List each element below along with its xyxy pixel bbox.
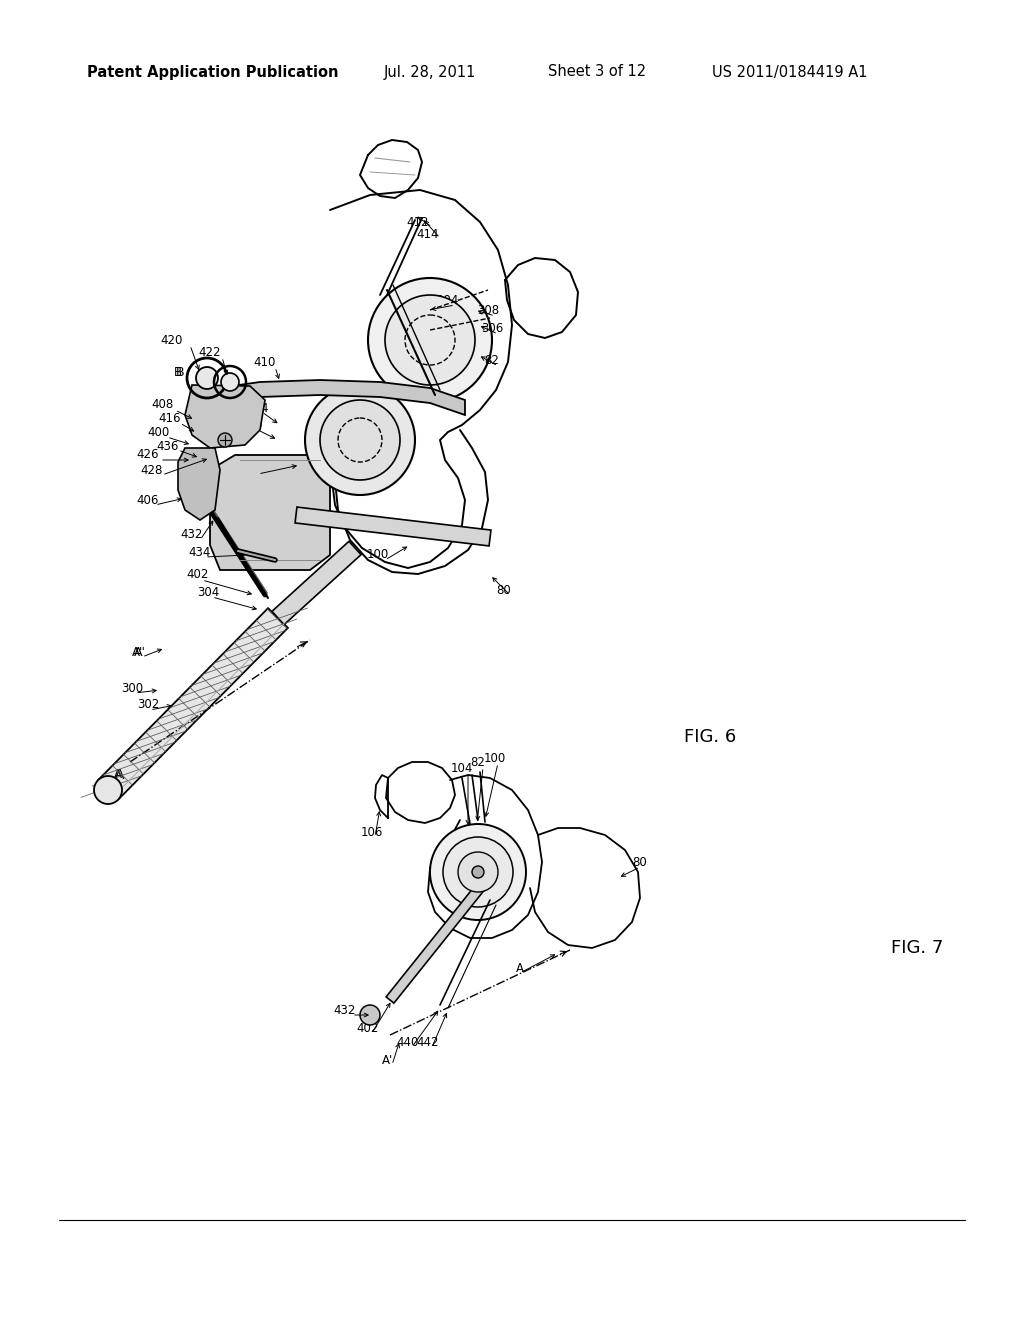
Circle shape — [319, 400, 400, 480]
Text: 408: 408 — [151, 399, 173, 412]
Polygon shape — [178, 447, 220, 520]
Text: 432: 432 — [181, 528, 203, 541]
Text: 300: 300 — [121, 681, 143, 694]
Text: A': A' — [132, 645, 143, 659]
Text: 424: 424 — [247, 401, 269, 414]
Text: 428: 428 — [141, 463, 163, 477]
Text: Patent Application Publication: Patent Application Publication — [87, 65, 339, 79]
Circle shape — [430, 824, 526, 920]
Text: A: A — [116, 768, 125, 781]
Text: 426: 426 — [137, 449, 160, 462]
Circle shape — [472, 866, 484, 878]
Text: B: B — [176, 366, 184, 379]
Text: 402: 402 — [356, 1022, 379, 1035]
Text: US 2011/0184419 A1: US 2011/0184419 A1 — [712, 65, 867, 79]
Text: 410: 410 — [254, 355, 276, 368]
Polygon shape — [295, 507, 490, 546]
Text: 100: 100 — [484, 751, 506, 764]
Text: 306: 306 — [481, 322, 503, 334]
Text: 442: 442 — [417, 1035, 439, 1048]
Polygon shape — [272, 541, 361, 624]
Polygon shape — [185, 385, 265, 447]
Text: 432: 432 — [334, 1003, 356, 1016]
Text: 402: 402 — [186, 569, 209, 582]
Text: A: A — [114, 768, 122, 781]
Text: 104: 104 — [451, 762, 473, 775]
Text: 416: 416 — [159, 412, 181, 425]
Text: 436: 436 — [157, 440, 179, 453]
Text: 302: 302 — [137, 698, 159, 711]
Text: Jul. 28, 2011: Jul. 28, 2011 — [384, 65, 476, 79]
Circle shape — [218, 433, 232, 447]
Circle shape — [385, 294, 475, 385]
Circle shape — [221, 374, 239, 391]
Polygon shape — [386, 873, 494, 1003]
Polygon shape — [210, 455, 330, 570]
Polygon shape — [218, 380, 465, 414]
Text: 418: 418 — [241, 418, 263, 432]
Circle shape — [94, 776, 122, 804]
Text: 82: 82 — [471, 755, 485, 768]
Text: 420: 420 — [161, 334, 183, 346]
Text: Sheet 3 of 12: Sheet 3 of 12 — [548, 65, 646, 79]
Text: 82: 82 — [484, 354, 500, 367]
Text: 80: 80 — [497, 583, 511, 597]
Text: 414: 414 — [417, 228, 439, 242]
Text: 434: 434 — [188, 545, 211, 558]
Text: 308: 308 — [477, 304, 499, 317]
Text: 422: 422 — [199, 346, 221, 359]
Text: A: A — [516, 961, 524, 974]
Text: 430: 430 — [241, 462, 263, 474]
Circle shape — [305, 385, 415, 495]
Text: 304: 304 — [197, 586, 219, 598]
Circle shape — [196, 367, 218, 389]
Text: FIG. 6: FIG. 6 — [684, 727, 736, 746]
Polygon shape — [98, 609, 288, 800]
Circle shape — [368, 279, 492, 403]
Circle shape — [458, 851, 498, 892]
Text: A': A' — [382, 1053, 393, 1067]
Text: 406: 406 — [137, 494, 159, 507]
Text: A': A' — [134, 647, 146, 660]
Text: 80: 80 — [633, 855, 647, 869]
Circle shape — [360, 1005, 380, 1026]
Text: 104: 104 — [437, 293, 459, 306]
Text: 100: 100 — [367, 549, 389, 561]
Text: B: B — [174, 366, 182, 379]
Text: 412: 412 — [407, 215, 429, 228]
Text: 440: 440 — [397, 1035, 419, 1048]
Text: FIG. 7: FIG. 7 — [891, 939, 943, 957]
Text: 106: 106 — [360, 825, 383, 838]
Circle shape — [443, 837, 513, 907]
Text: 400: 400 — [146, 425, 169, 438]
